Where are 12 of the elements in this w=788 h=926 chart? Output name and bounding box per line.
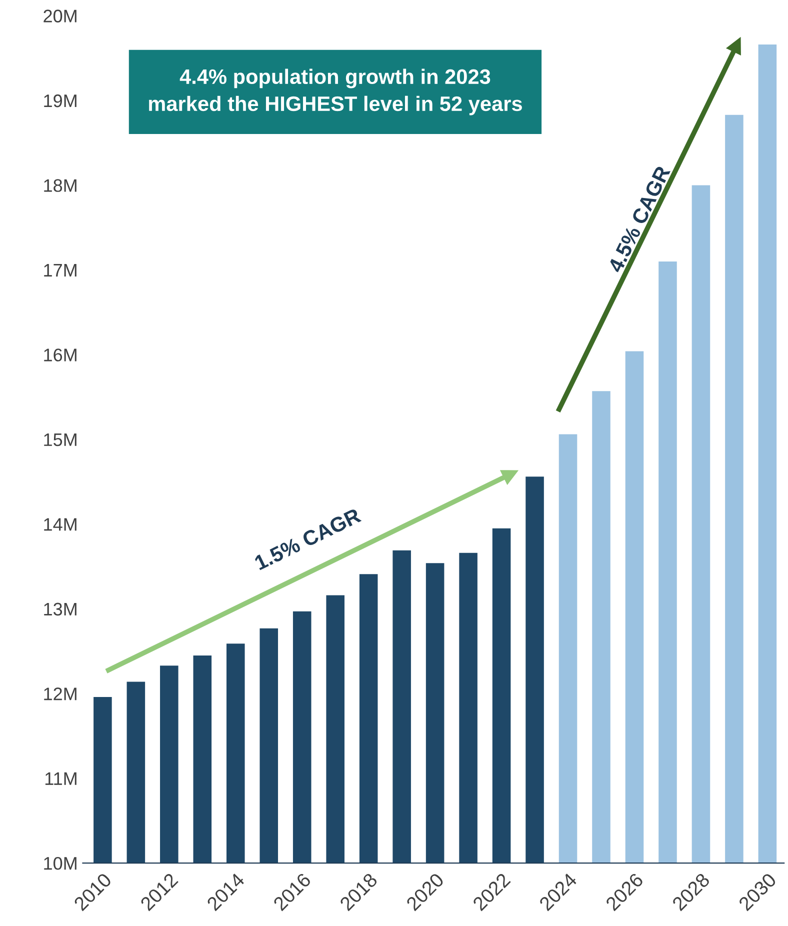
y-tick-label: 13M bbox=[44, 602, 76, 616]
y-tick-label: 15M bbox=[44, 434, 76, 446]
y-tick-label: 11M bbox=[45, 772, 76, 785]
y-tick-label: 10M bbox=[44, 856, 76, 870]
y-tick-label: 17M bbox=[44, 264, 76, 276]
text: 4.4% population growth in 2023 marked the HIGHEST level in 52 years bbox=[149, 68, 522, 116]
y-tick-label: 14M bbox=[44, 518, 76, 531]
y-tick-label: 12M bbox=[44, 688, 76, 700]
y-tick-label: 19M bbox=[44, 94, 76, 108]
y-tick-label: 18M bbox=[44, 179, 76, 192]
y-tick-label: 20M bbox=[44, 10, 76, 22]
y-tick-label: 16M bbox=[44, 348, 76, 362]
